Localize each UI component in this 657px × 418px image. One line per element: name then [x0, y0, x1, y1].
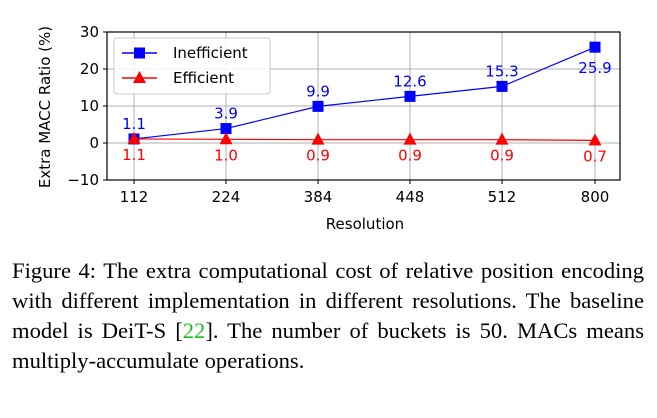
- data-label: 1.1: [122, 146, 146, 164]
- y-tick-label: 10: [80, 97, 99, 115]
- legend: Inefficient Efficient: [113, 37, 271, 95]
- data-point: [311, 132, 325, 145]
- citation-link[interactable]: 22: [182, 318, 206, 343]
- data-label: 0.9: [490, 147, 514, 165]
- y-tick-label: 30: [80, 23, 99, 41]
- data-point: [134, 47, 145, 59]
- data-point: [496, 80, 508, 92]
- data-label: 15.3: [485, 62, 518, 80]
- data-labels: 1.1 3.9 9.9 12.6 15.3 25.9 1.1 1.0 0.9 0.9 0.9 0.7: [122, 59, 612, 165]
- legend-entry: Efficient: [173, 69, 234, 87]
- y-axis-label: Extra MACC Ratio (%): [36, 26, 54, 188]
- data-label: 9.9: [306, 82, 330, 100]
- chart: 112 224 384 448 512 800 −10 0 10 20 30 1.1 3.9 9.9 12…: [36, 23, 621, 233]
- caption-text-end: ]. The number of buckets is 50. MACs mea…: [12, 318, 645, 373]
- data-label: 0.9: [398, 147, 422, 165]
- data-label: 0.9: [306, 147, 330, 165]
- data-label: 0.7: [583, 147, 607, 165]
- legend-entry: Inefficient: [173, 44, 248, 62]
- y-tick-label: −10: [67, 171, 99, 189]
- x-tick-label: 384: [304, 188, 333, 206]
- data-point: [404, 90, 416, 102]
- x-tick-label: 512: [488, 188, 517, 206]
- x-axis-label: Resolution: [326, 215, 404, 233]
- data-label: 1.0: [214, 146, 238, 164]
- data-label: 3.9: [214, 105, 238, 123]
- data-point: [588, 133, 602, 146]
- x-tick-label: 224: [212, 188, 241, 206]
- caption-label: Figure 4:: [12, 258, 97, 283]
- series-layer: [127, 41, 602, 146]
- data-point: [495, 132, 509, 145]
- figure-caption: Figure 4: The extra computational cost o…: [12, 256, 644, 376]
- x-tick-label: 448: [396, 188, 425, 206]
- data-point: [133, 71, 146, 83]
- data-point: [220, 123, 232, 135]
- data-point: [403, 132, 417, 145]
- series-line: [133, 138, 596, 142]
- data-label: 25.9: [578, 59, 611, 77]
- data-point: [312, 100, 324, 112]
- legend-box: [113, 37, 271, 95]
- axis-ticks: 112 224 384 448 512 800 −10 0 10 20 30: [67, 23, 609, 206]
- x-tick-label: 112: [120, 188, 149, 206]
- x-tick-label: 800: [581, 188, 610, 206]
- data-label: 1.1: [122, 115, 146, 133]
- data-label: 12.6: [393, 72, 426, 90]
- series-line: [133, 46, 596, 140]
- caption-text: The extra computational cost of relative…: [12, 258, 644, 343]
- y-tick-label: 0: [89, 134, 99, 152]
- data-point: [589, 41, 601, 53]
- y-tick-label: 20: [80, 60, 99, 78]
- data-point: [219, 132, 233, 145]
- data-point: [127, 131, 141, 144]
